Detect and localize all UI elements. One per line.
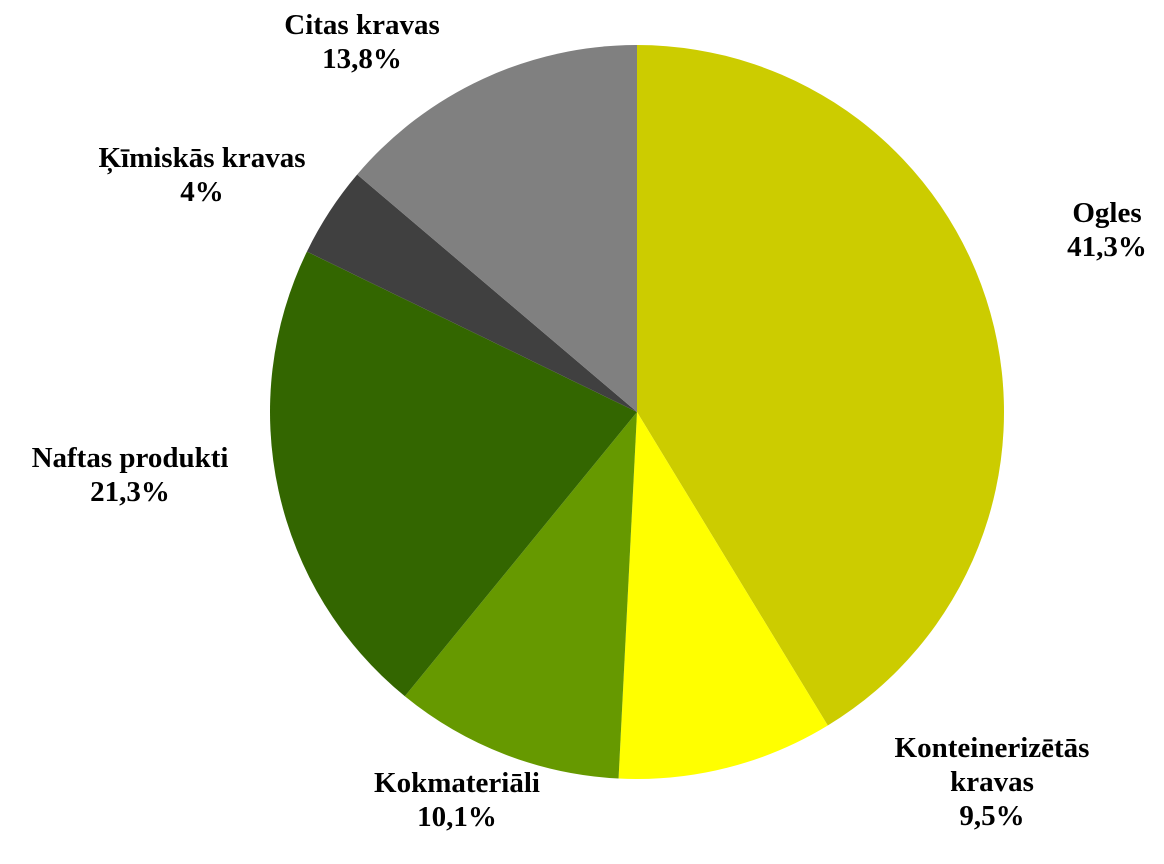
value-label: 41,3% <box>1067 231 1147 263</box>
value-label: 13,8% <box>322 43 402 75</box>
value-label: 21,3% <box>90 476 170 508</box>
slice-label: Kokmateriāli 10,1% <box>337 766 577 834</box>
value-label: 4% <box>180 176 224 208</box>
category-name: Naftas produkti <box>31 442 229 474</box>
pie-slice <box>637 45 1004 726</box>
pie-slice <box>404 412 637 779</box>
pie-slice <box>357 45 637 412</box>
slice-label: Citas kravas 13,8% <box>232 8 492 76</box>
pie-slice <box>618 412 828 779</box>
category-name: Kokmateriāli <box>374 767 540 799</box>
category-name: Citas kravas <box>284 9 440 41</box>
category-name: Ķīmiskās kravas <box>98 142 306 174</box>
slice-label: Naftas produkti 21,3% <box>0 441 290 509</box>
slice-label: Ogles 41,3% <box>1007 196 1164 264</box>
slice-label: Ķīmiskās kravas 4% <box>52 141 352 209</box>
category-name: Ogles <box>1072 197 1142 229</box>
category-name: Konteinerizētās kravas <box>894 732 1090 798</box>
slice-label: Konteinerizētās kravas 9,5% <box>872 731 1112 833</box>
pie-slice <box>306 174 637 412</box>
pie-slice <box>270 251 637 697</box>
value-label: 9,5% <box>959 800 1025 832</box>
value-label: 10,1% <box>417 801 497 833</box>
